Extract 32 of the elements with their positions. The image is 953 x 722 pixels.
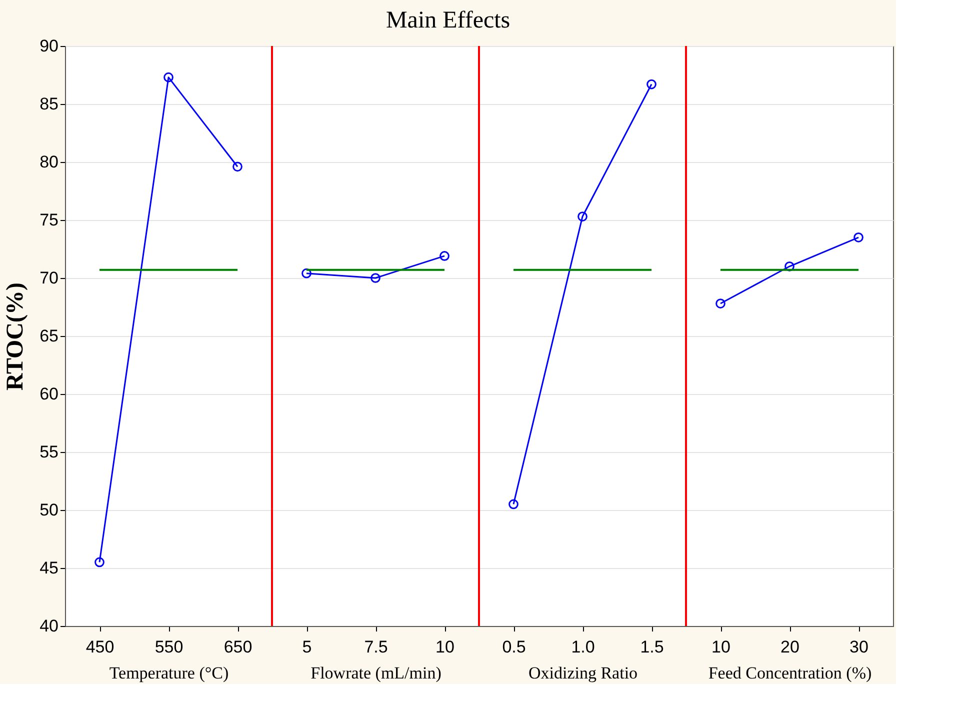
x-tick-label: 30	[850, 638, 868, 656]
y-tick-label: 75	[40, 210, 58, 230]
y-tick-label: 40	[40, 616, 58, 636]
y-tick-label: 80	[40, 152, 58, 172]
x-tick-label: 0.5	[502, 638, 526, 656]
point	[232, 162, 242, 172]
x-tick-label: 1.0	[571, 638, 595, 656]
x-tick-label: 1.5	[640, 638, 664, 656]
y-tick-label: 70	[40, 268, 58, 288]
y-tick-label: 45	[40, 558, 58, 578]
x-axis-title: Temperature (°C)	[109, 664, 229, 682]
x-axis-title: Feed Concentration (%)	[708, 664, 872, 682]
point	[94, 557, 104, 568]
y-tick-label: 60	[40, 384, 58, 404]
y-axis-title: RTOC(%)	[2, 282, 29, 391]
x-tick-label: 10	[712, 638, 730, 656]
y-tick-label: 50	[40, 500, 58, 520]
y-tick-label: 85	[40, 94, 58, 114]
y-tick-label: 65	[40, 326, 58, 346]
y-tick-label: 90	[40, 36, 58, 56]
x-tick-label: 7.5	[364, 638, 388, 656]
chart-title: Main Effects	[386, 8, 510, 34]
x-tick-label: 650	[224, 638, 252, 656]
x-tick-label: 10	[436, 638, 454, 656]
point	[164, 72, 174, 82]
y-tick-label: 55	[40, 442, 58, 462]
x-tick-label: 450	[86, 638, 114, 656]
x-tick-label: 5	[302, 638, 312, 656]
x-axis-title: Oxidizing Ratio	[528, 664, 638, 682]
x-tick-label: 550	[154, 638, 184, 656]
x-axis-title: Flowrate (mL/min)	[310, 664, 442, 682]
x-tick-label: 20	[780, 638, 800, 656]
